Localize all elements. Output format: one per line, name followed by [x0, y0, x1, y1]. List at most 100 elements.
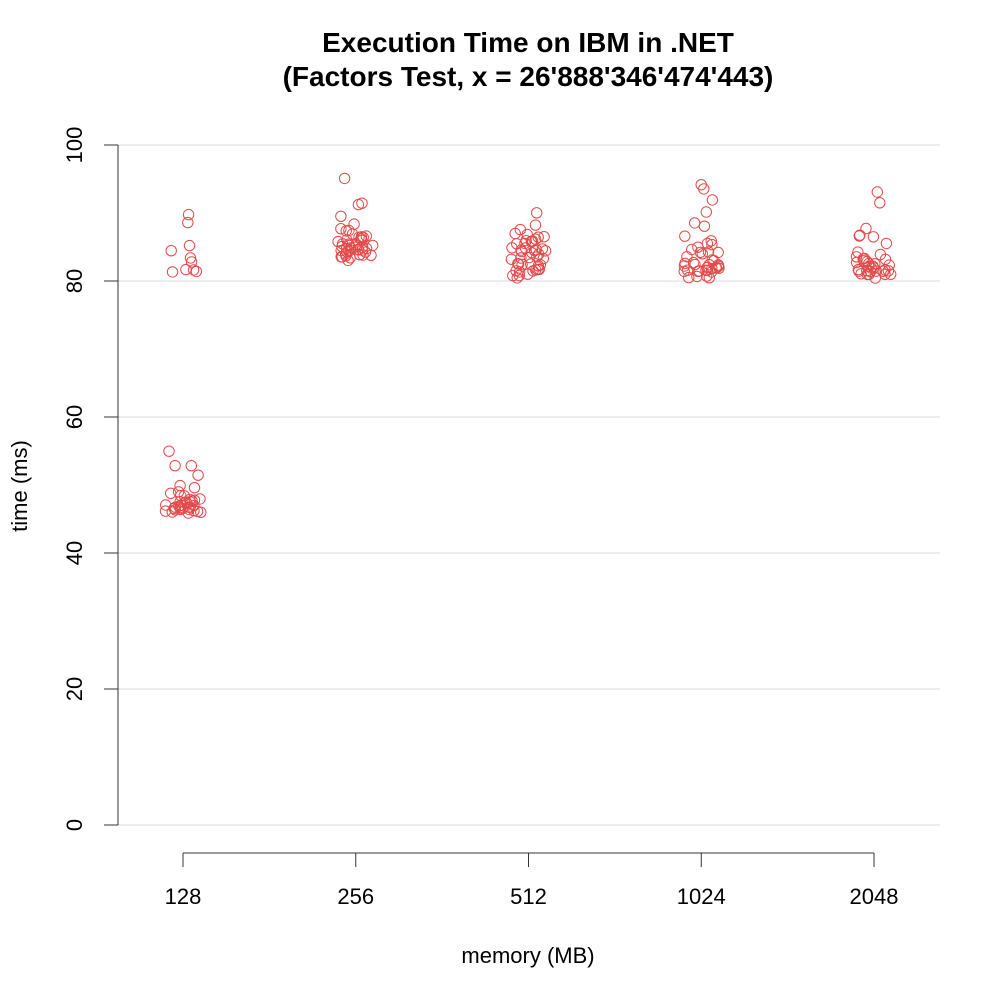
data-point — [679, 230, 691, 242]
data-point — [340, 225, 352, 237]
data-point — [182, 216, 194, 229]
data-point — [512, 258, 525, 270]
data-point — [166, 266, 179, 278]
data-point — [532, 231, 544, 243]
x-axis: 128 256 512 1024 2048 — [165, 852, 899, 909]
data-point — [513, 266, 526, 278]
data-point — [861, 255, 873, 268]
data-point — [195, 506, 207, 518]
data-point — [706, 238, 718, 251]
data-point — [712, 246, 724, 259]
data-point — [678, 260, 691, 272]
x-tick-label: 128 — [165, 884, 202, 909]
grid — [118, 144, 940, 826]
data-point — [850, 251, 863, 263]
data-point — [531, 207, 543, 219]
data-point — [511, 272, 523, 284]
y-tick-label: 100 — [62, 127, 87, 164]
data-point — [683, 271, 695, 284]
data-point — [160, 499, 172, 511]
data-point — [539, 245, 552, 257]
data-points — [159, 172, 897, 519]
data-point — [185, 460, 198, 472]
data-point — [354, 249, 366, 261]
data-point — [678, 265, 690, 278]
data-point — [515, 252, 527, 264]
data-point — [159, 505, 172, 517]
y-tick-label: 80 — [62, 269, 87, 293]
data-point — [165, 245, 177, 257]
data-point — [883, 259, 895, 271]
data-point — [166, 506, 179, 518]
y-tick-label: 40 — [62, 541, 87, 565]
data-point — [519, 237, 531, 250]
data-point — [174, 479, 186, 492]
data-point — [706, 194, 719, 206]
data-point — [182, 208, 195, 221]
data-point — [192, 469, 204, 481]
y-axis: 0 20 40 60 80 100 — [62, 127, 119, 831]
data-point — [700, 206, 712, 218]
data-point — [879, 268, 891, 280]
chart-subtitle: (Factors Test, x = 26'888'346'474'443) — [283, 61, 774, 92]
data-point — [352, 198, 365, 211]
data-point — [360, 230, 372, 242]
data-point — [183, 239, 196, 252]
data-point — [527, 265, 539, 277]
data-point — [188, 505, 200, 517]
y-tick-label: 0 — [62, 819, 87, 831]
y-axis-label: time (ms) — [7, 440, 32, 532]
data-point — [529, 219, 542, 231]
data-point — [516, 258, 528, 271]
data-point — [187, 264, 200, 276]
data-point — [700, 264, 712, 276]
x-axis-label: memory (MB) — [461, 943, 594, 968]
data-point — [702, 246, 715, 258]
data-point — [359, 246, 372, 258]
data-point — [871, 186, 883, 198]
data-point — [532, 263, 544, 276]
data-point — [182, 507, 195, 519]
data-point — [854, 229, 866, 241]
x-tick-label: 2048 — [850, 884, 899, 909]
data-point — [689, 217, 701, 229]
data-point — [169, 460, 181, 472]
data-point — [694, 246, 707, 259]
data-point — [696, 248, 708, 260]
data-point — [877, 265, 889, 277]
data-point — [867, 231, 880, 243]
data-point — [861, 268, 874, 281]
data-point — [188, 482, 201, 494]
data-point — [703, 259, 715, 271]
data-point — [335, 223, 347, 235]
data-point — [860, 222, 872, 235]
y-tick-label: 60 — [62, 405, 87, 429]
data-point — [523, 251, 536, 264]
data-point — [342, 254, 354, 267]
data-point — [885, 268, 897, 280]
data-point — [190, 265, 203, 278]
data-point — [701, 270, 713, 282]
data-point — [169, 504, 181, 516]
data-point — [874, 197, 886, 209]
chart-title: Execution Time on IBM in .NET — [322, 27, 734, 58]
data-point — [880, 237, 893, 250]
data-point — [343, 245, 355, 257]
x-tick-label: 1024 — [677, 884, 726, 909]
data-point — [705, 235, 717, 247]
data-point — [185, 256, 198, 268]
data-point — [180, 263, 192, 276]
data-point — [531, 251, 543, 263]
data-point — [184, 252, 197, 264]
x-tick-label: 512 — [510, 884, 547, 909]
data-point — [538, 231, 550, 243]
data-point — [692, 241, 704, 253]
data-point — [698, 183, 710, 195]
data-point — [338, 172, 351, 185]
data-point — [176, 502, 189, 515]
x-tick-label: 256 — [337, 884, 374, 909]
data-point — [698, 220, 711, 232]
data-point — [367, 239, 379, 252]
data-point — [163, 445, 175, 457]
